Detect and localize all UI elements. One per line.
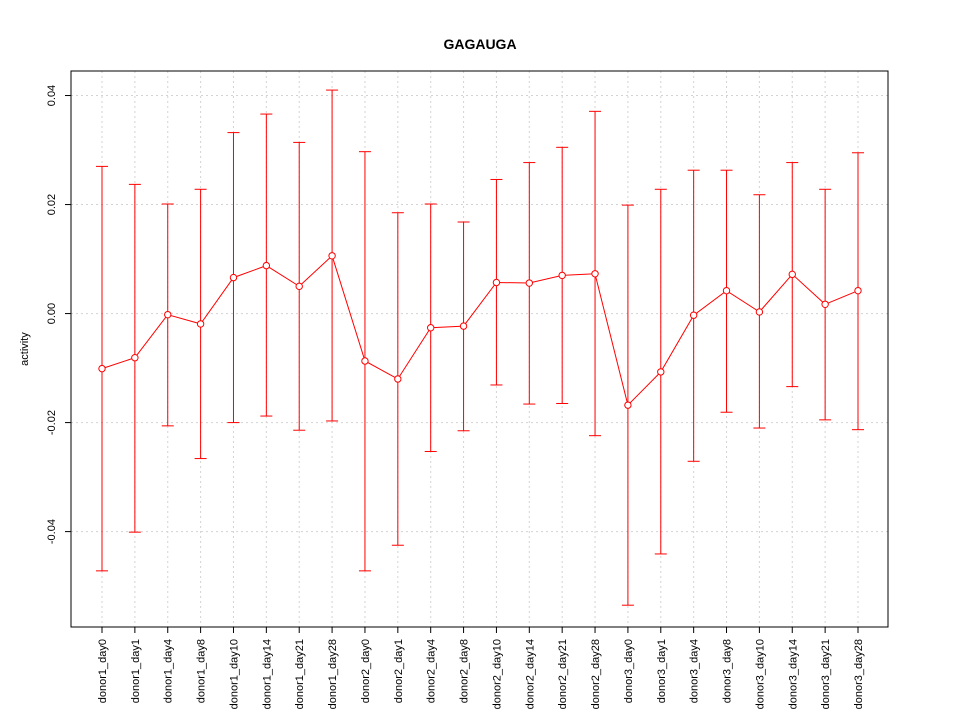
series-line xyxy=(101,254,859,407)
data-point xyxy=(361,357,369,365)
data-point xyxy=(624,401,632,409)
data-point xyxy=(426,324,435,332)
y-tick-label: 0.02 xyxy=(46,194,58,215)
x-tick-label: donor1_day1 xyxy=(130,639,142,703)
x-tick-label: donor1_day0 xyxy=(97,639,109,703)
data-point xyxy=(788,270,796,279)
x-tick-label: donor1_day28 xyxy=(327,639,339,709)
data-point xyxy=(131,354,139,362)
data-point xyxy=(821,300,829,309)
axes: -0.04 -0.02 0.00 0.02 0.04 donor1_day0 donor1_… xyxy=(46,85,865,710)
data-point xyxy=(657,368,665,376)
x-tick-label: donor1_day4 xyxy=(163,639,175,703)
data-point xyxy=(722,286,731,295)
y-axis-label: activity xyxy=(19,332,31,366)
x-tick-label: donor3_day28 xyxy=(853,639,865,709)
data-point xyxy=(196,320,205,328)
data-point xyxy=(558,271,566,280)
x-tick-label: donor2_day0 xyxy=(360,639,372,703)
chart-title: GAGAUGA xyxy=(443,36,516,52)
data-point xyxy=(229,273,238,282)
x-tick-label: donor3_day10 xyxy=(754,639,766,709)
y-tick-label: 0.04 xyxy=(46,85,58,106)
data-point xyxy=(262,261,271,270)
data-point xyxy=(591,270,599,278)
x-tick-label: donor2_day14 xyxy=(524,639,536,709)
x-tick-label: donor1_day21 xyxy=(294,639,306,709)
x-tick-label: donor2_day4 xyxy=(426,639,438,703)
y-tick-label: -0.02 xyxy=(46,410,58,435)
x-tick-label: donor1_day8 xyxy=(196,639,208,703)
x-tick-label: donor3_day1 xyxy=(656,639,668,703)
grid xyxy=(71,71,888,627)
x-tick-label: donor3_day21 xyxy=(820,639,832,709)
x-tick-label: donor2_day1 xyxy=(393,639,405,703)
data-point xyxy=(394,375,402,383)
data-point xyxy=(755,308,764,316)
data-points xyxy=(98,252,862,409)
data-point xyxy=(492,278,501,287)
x-tick-label: donor3_day0 xyxy=(623,639,635,703)
series-line-path xyxy=(101,254,859,407)
data-point xyxy=(164,310,172,319)
x-tick-label: donor3_day8 xyxy=(722,639,734,703)
x-tick-label: donor1_day10 xyxy=(228,639,240,709)
x-tick-label: donor1_day14 xyxy=(261,639,273,709)
data-point xyxy=(854,286,862,295)
x-tick-label: donor2_day10 xyxy=(491,639,503,709)
x-tick-label: donor2_day8 xyxy=(459,639,471,703)
x-tick-label: donor2_day28 xyxy=(590,639,602,709)
x-tick-label: donor3_day14 xyxy=(787,639,799,709)
error-bars xyxy=(96,89,864,606)
data-point xyxy=(295,282,303,291)
y-tick-label: -0.04 xyxy=(46,519,58,544)
data-point xyxy=(98,364,106,373)
data-point xyxy=(689,311,698,319)
plot-frame xyxy=(70,70,889,628)
data-point xyxy=(459,322,468,330)
y-tick-label: 0.00 xyxy=(46,303,58,324)
x-tick-label: donor3_day4 xyxy=(689,639,701,703)
data-point xyxy=(328,252,336,260)
x-tick-label: donor2_day21 xyxy=(557,639,569,709)
data-point xyxy=(525,279,534,287)
